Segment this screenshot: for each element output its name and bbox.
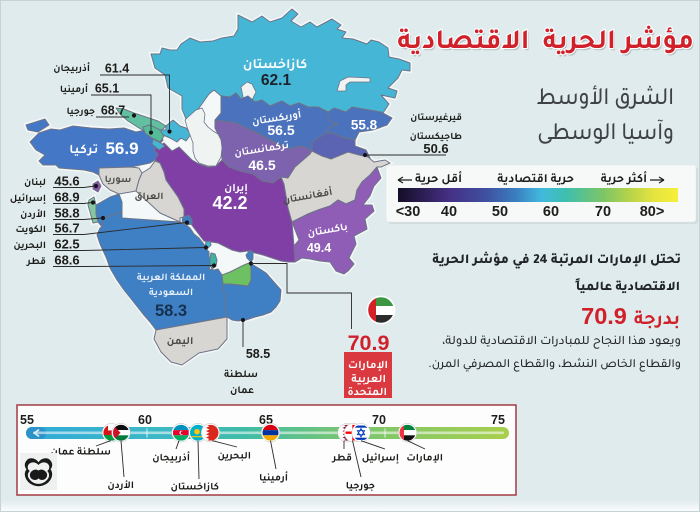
svg-text:70.9: 70.9 xyxy=(581,303,627,329)
svg-text:60: 60 xyxy=(138,413,152,427)
svg-text:56.5: 56.5 xyxy=(267,122,294,138)
svg-text:50: 50 xyxy=(492,204,508,220)
svg-text:58.3: 58.3 xyxy=(155,302,187,320)
svg-text:55.8: 55.8 xyxy=(351,118,378,133)
svg-text:58.5: 58.5 xyxy=(246,347,270,361)
svg-text:60: 60 xyxy=(543,204,559,220)
svg-text:50.6: 50.6 xyxy=(423,141,448,156)
svg-text:55: 55 xyxy=(20,413,34,427)
svg-text:46.5: 46.5 xyxy=(248,157,275,173)
svg-text:70: 70 xyxy=(595,204,611,220)
svg-text:70: 70 xyxy=(372,413,386,427)
svg-text:62.1: 62.1 xyxy=(261,72,292,89)
svg-text:<30: <30 xyxy=(396,204,421,220)
svg-text:61.4: 61.4 xyxy=(105,62,129,76)
svg-text:68.6: 68.6 xyxy=(54,253,79,268)
svg-text:58.8: 58.8 xyxy=(54,206,79,221)
svg-text:42.2: 42.2 xyxy=(212,193,247,213)
svg-text:68.7: 68.7 xyxy=(101,104,125,118)
svg-text:62.5: 62.5 xyxy=(54,237,79,252)
svg-text:40: 40 xyxy=(441,204,457,220)
svg-text:56.7: 56.7 xyxy=(54,221,79,236)
svg-text:45.6: 45.6 xyxy=(54,174,79,189)
svg-text:65.1: 65.1 xyxy=(95,82,119,96)
svg-text:68.9: 68.9 xyxy=(54,190,79,205)
svg-text:80>: 80> xyxy=(640,204,665,220)
svg-text:75: 75 xyxy=(491,413,505,427)
svg-text:49.4: 49.4 xyxy=(307,241,331,255)
svg-text:56.9: 56.9 xyxy=(105,139,138,158)
svg-text:70.9: 70.9 xyxy=(348,331,390,355)
